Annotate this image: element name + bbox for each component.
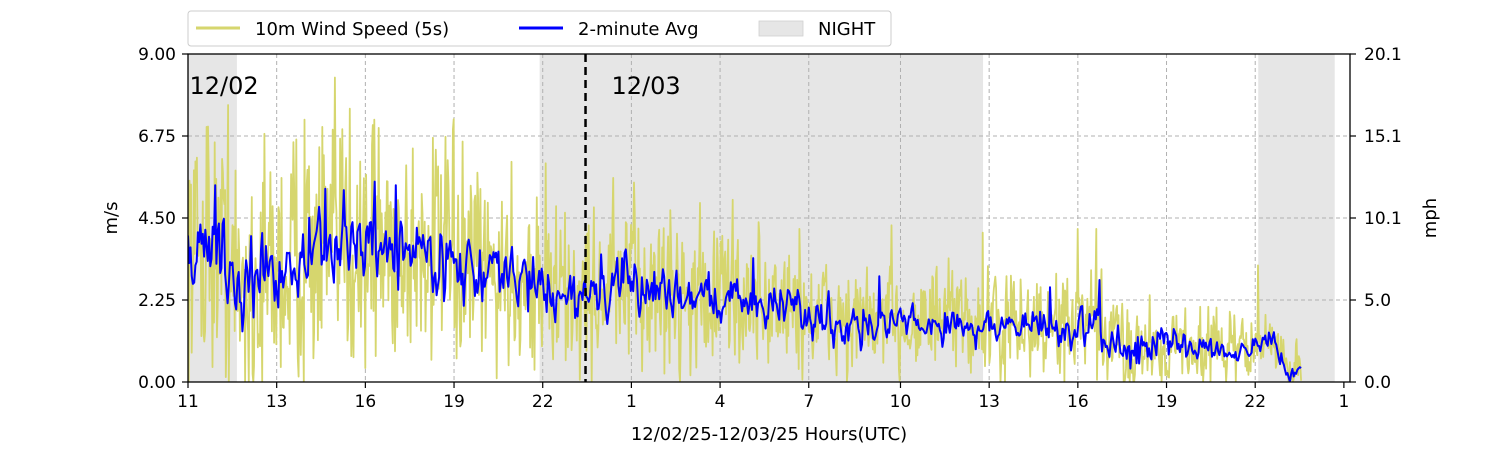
y-tick-label-left-1: 2.25 bbox=[138, 291, 176, 311]
series-line-2-minute-avg bbox=[188, 180, 1302, 382]
x-tick-label-13: 1 bbox=[1338, 392, 1349, 412]
legend-label-wind-speed: 10m Wind Speed (5s) bbox=[255, 19, 449, 40]
y-tick-label-right-3: 15.1 bbox=[1364, 127, 1402, 147]
x-axis-label: 12/02/25-12/03/25 Hours(UTC) bbox=[631, 424, 907, 445]
x-tick-label-7: 7 bbox=[803, 392, 814, 412]
y-axis-label-right: mph bbox=[1420, 198, 1441, 238]
x-tick-label-4: 22 bbox=[532, 392, 554, 412]
legend: 10m Wind Speed (5s) 2-minute Avg NIGHT bbox=[187, 10, 892, 47]
x-tick-label-9: 13 bbox=[978, 392, 1000, 412]
x-tick-label-8: 10 bbox=[890, 392, 912, 412]
y-tick-label-right-4: 20.1 bbox=[1364, 45, 1402, 65]
x-tick-label-2: 16 bbox=[355, 392, 377, 412]
y-tick-label-left-3: 6.75 bbox=[138, 127, 176, 147]
x-tick-label-12: 22 bbox=[1244, 392, 1266, 412]
y-tick-label-right-1: 5.0 bbox=[1364, 291, 1391, 311]
y-tick-label-left-2: 4.50 bbox=[138, 209, 176, 229]
x-tick-label-0: 11 bbox=[177, 392, 199, 412]
series-layer bbox=[188, 76, 1302, 382]
legend-swatch-night bbox=[758, 20, 804, 37]
x-tick-label-5: 1 bbox=[626, 392, 637, 412]
y-tick-label-left-0: 0.00 bbox=[138, 373, 176, 393]
day-labels-layer: 12/02 12/03 bbox=[190, 72, 681, 100]
y-tick-label-left-4: 9.00 bbox=[138, 45, 176, 65]
axes-layer: 11 13 16 19 22 1 4 7 10 13 16 19 22 1 0.00 0.0 2.25 5.0 4.… bbox=[138, 45, 1402, 412]
x-tick-label-3: 19 bbox=[443, 392, 465, 412]
y-axis-label-left: m/s bbox=[101, 202, 122, 235]
x-tick-label-11: 19 bbox=[1156, 392, 1178, 412]
x-tick-label-10: 16 bbox=[1067, 392, 1089, 412]
legend-label-night: NIGHT bbox=[818, 19, 876, 40]
day-label-1: 12/03 bbox=[612, 72, 681, 100]
day-label-0: 12/02 bbox=[190, 72, 259, 100]
x-tick-label-6: 4 bbox=[715, 392, 726, 412]
legend-label-2-minute-avg: 2-minute Avg bbox=[578, 19, 699, 40]
x-tick-label-1: 13 bbox=[266, 392, 288, 412]
series-line-wind-speed-5s bbox=[188, 76, 1302, 382]
y-tick-label-right-2: 10.1 bbox=[1364, 209, 1402, 229]
y-tick-label-right-0: 0.0 bbox=[1364, 373, 1391, 393]
